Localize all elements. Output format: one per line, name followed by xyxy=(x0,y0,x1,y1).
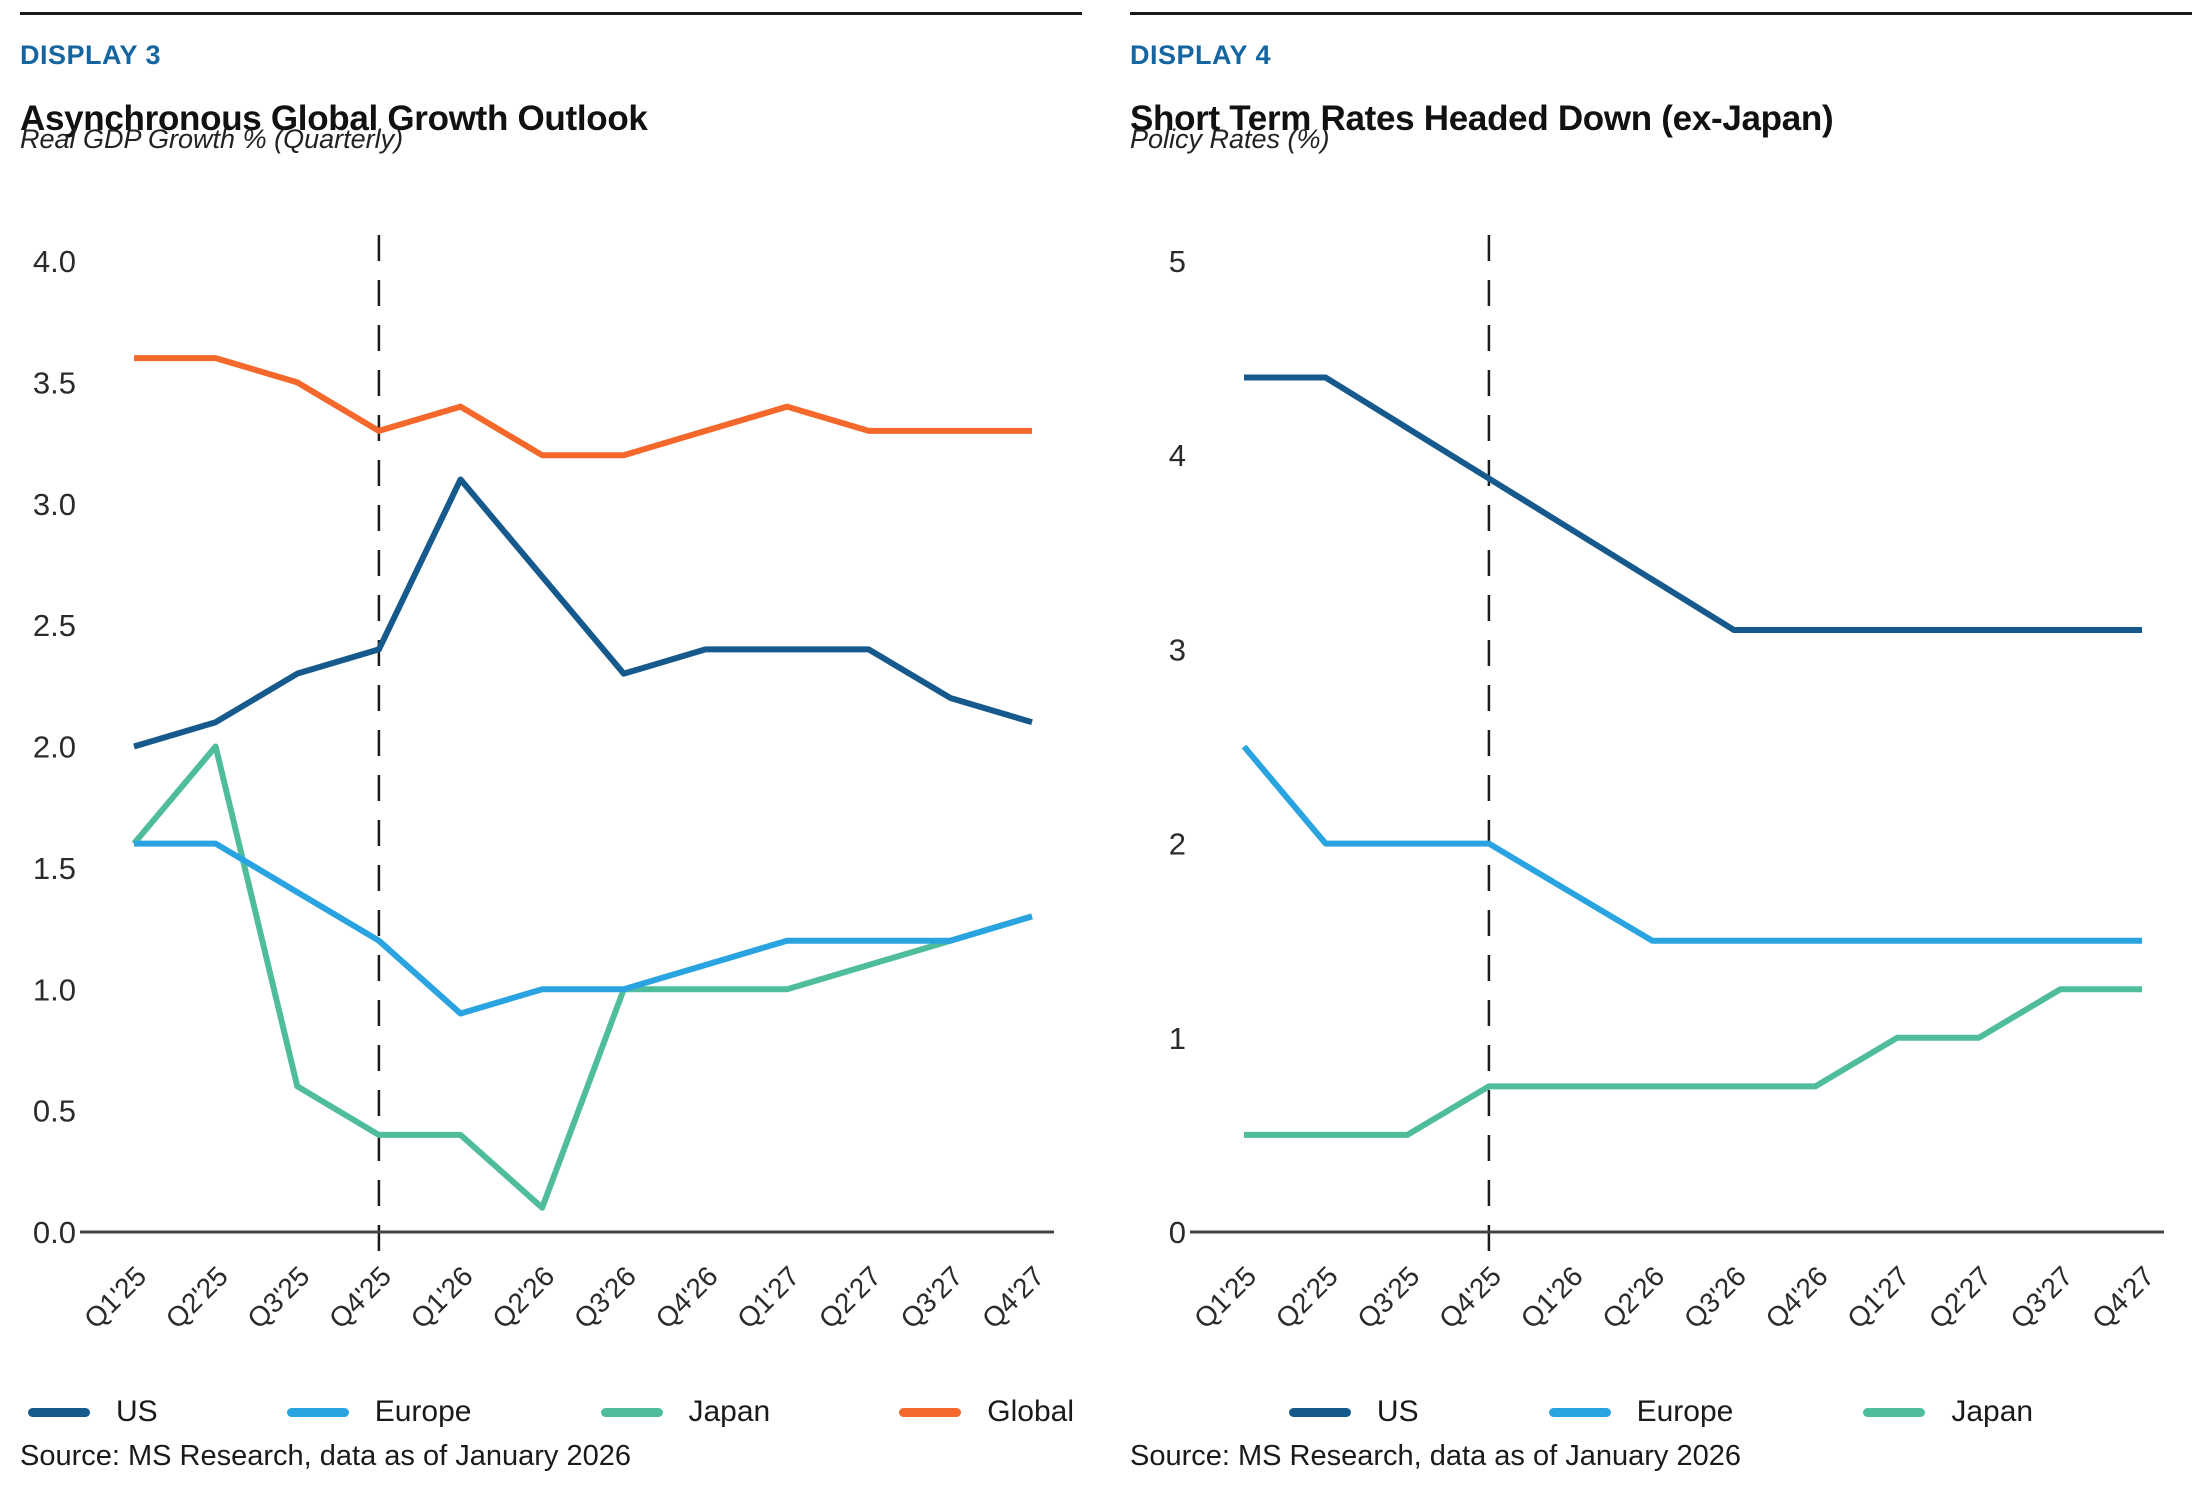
series-line-global xyxy=(134,355,1032,459)
y-tick-label: 1.5 xyxy=(33,851,76,886)
x-tick-label: Q1'25 xyxy=(78,1260,152,1334)
top-rule xyxy=(1130,12,2192,15)
chart-subtitle: Real GDP Growth % (Quarterly) xyxy=(20,124,404,154)
x-tick-label: Q3'25 xyxy=(241,1260,315,1334)
y-tick-label: 2.5 xyxy=(33,608,76,643)
legend-swatch-global xyxy=(899,1407,962,1417)
legend-label: US xyxy=(1376,1395,1419,1428)
display-label: DISPLAY 3 xyxy=(20,40,162,70)
top-rule xyxy=(20,12,1082,15)
x-tick-label: Q2'27 xyxy=(813,1260,887,1334)
x-tick-label: Q2'27 xyxy=(1923,1260,1997,1334)
series-line-us xyxy=(1244,374,2142,633)
x-tick-label: Q1'27 xyxy=(1841,1260,1915,1334)
legend-label: Global xyxy=(987,1395,1074,1428)
legend-swatch-us xyxy=(28,1407,90,1417)
x-tick-label: Q1'25 xyxy=(1188,1260,1262,1334)
legend-swatch-europe xyxy=(1548,1407,1611,1417)
legend-swatch-us xyxy=(1288,1407,1351,1417)
y-tick-label: 3 xyxy=(1169,632,1186,667)
x-tick-label: Q1'26 xyxy=(1515,1260,1589,1334)
legend: US Europe Japan Global xyxy=(20,1390,1082,1434)
legend-label: Japan xyxy=(1951,1395,2034,1428)
legend-item-us: US xyxy=(28,1395,158,1429)
x-tick-label: Q4'26 xyxy=(1760,1260,1834,1334)
x-tick-label: Q4'27 xyxy=(976,1260,1050,1334)
legend-item-japan: Japan xyxy=(600,1395,771,1429)
y-tick-label: 0 xyxy=(1169,1215,1186,1250)
chart-title: Short Term Rates Headed Down (ex-Japan) xyxy=(1130,99,1834,139)
source-note: Source: MS Research, data as of January … xyxy=(1130,1440,1741,1472)
legend-item-europe: Europe xyxy=(286,1395,472,1429)
y-tick-label: 4.0 xyxy=(33,244,76,279)
legend-item-global: Global xyxy=(899,1395,1074,1429)
series-line-us xyxy=(133,476,1033,750)
x-tick-label: Q2'26 xyxy=(1596,1260,1670,1334)
x-tick-label: Q3'27 xyxy=(2004,1260,2078,1334)
y-tick-label: 3.0 xyxy=(33,487,76,522)
legend-label: Japan xyxy=(688,1395,771,1428)
x-tick-label: Q3'27 xyxy=(894,1260,968,1334)
legend-swatch-europe xyxy=(286,1407,349,1417)
panel-display-3: DISPLAY 3 Asynchronous Global Growth Out… xyxy=(20,0,1082,1508)
legend-label: Europe xyxy=(374,1395,472,1428)
series-line-japan xyxy=(1244,986,2142,1138)
source-note: Source: MS Research, data as of January … xyxy=(20,1440,631,1472)
legend-label: Europe xyxy=(1636,1395,1734,1428)
series-line-europe xyxy=(1241,744,2142,944)
y-tick-label: 4 xyxy=(1169,438,1186,473)
y-tick-label: 2 xyxy=(1169,827,1186,862)
x-tick-label: Q1'26 xyxy=(405,1260,479,1334)
series-line-europe xyxy=(134,840,1033,1017)
y-tick-label: 1.0 xyxy=(33,972,76,1007)
x-tick-label: Q2'26 xyxy=(486,1260,560,1334)
x-tick-label: Q3'26 xyxy=(568,1260,642,1334)
y-tick-label: 2.0 xyxy=(33,730,76,765)
legend-swatch-japan xyxy=(1863,1407,1926,1417)
legend-item-us: US xyxy=(1288,1395,1419,1429)
x-tick-label: Q2'25 xyxy=(160,1260,234,1334)
legend-swatch-japan xyxy=(600,1407,663,1417)
x-tick-label: Q4'25 xyxy=(323,1260,397,1334)
display-label: DISPLAY 4 xyxy=(1130,40,1272,70)
x-tick-label: Q4'25 xyxy=(1433,1260,1507,1334)
gdp-growth-line-chart: 4.03.53.02.52.01.51.00.50.0Q1'25 Q2'25 Q3'… xyxy=(33,235,1054,1334)
x-tick-label: Q1'27 xyxy=(731,1260,805,1334)
x-tick-label: Q2'25 xyxy=(1270,1260,1344,1334)
x-tick-label: Q4'26 xyxy=(650,1260,724,1334)
chart-title: Asynchronous Global Growth Outlook xyxy=(20,99,648,139)
x-tick-label: Q4'27 xyxy=(2086,1260,2160,1334)
y-tick-label: 5 xyxy=(1169,244,1186,279)
panel-display-4: DISPLAY 4 Short Term Rates Headed Down (… xyxy=(1130,0,2192,1508)
y-tick-label: 1 xyxy=(1169,1021,1186,1056)
x-tick-label: Q3'26 xyxy=(1678,1260,1752,1334)
y-tick-label: 0.0 xyxy=(33,1215,76,1250)
x-tick-label: Q3'25 xyxy=(1351,1260,1425,1334)
legend: US Europe Japan xyxy=(1130,1390,2192,1434)
legend-item-japan: Japan xyxy=(1863,1395,2033,1429)
legend-label: US xyxy=(116,1395,158,1428)
legend-item-europe: Europe xyxy=(1548,1395,1734,1429)
series-line-japan xyxy=(131,743,1033,1211)
y-tick-label: 0.5 xyxy=(33,1094,76,1129)
chart-subtitle: Policy Rates (%) xyxy=(1130,124,1330,154)
y-tick-label: 3.5 xyxy=(33,365,76,400)
